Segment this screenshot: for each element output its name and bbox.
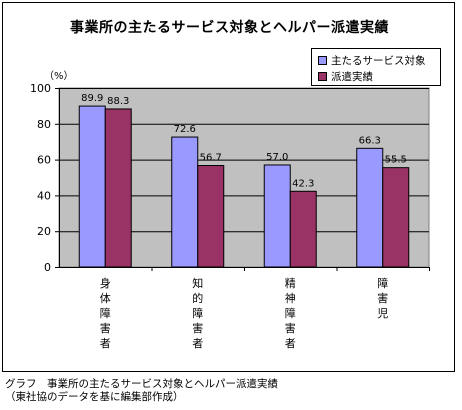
- y-tick-label: 0: [44, 261, 51, 274]
- category-label: 知的障害者: [192, 277, 204, 350]
- bar: [104, 108, 132, 268]
- legend-label-service-target: 主たるサービス対象: [331, 54, 426, 67]
- legend-swatch-dispatch-results: [318, 71, 327, 81]
- bar: [197, 165, 225, 268]
- data-label: 66.3: [359, 135, 381, 146]
- bar: [289, 190, 317, 268]
- data-label: 57.0: [266, 152, 288, 163]
- y-tick-label: 20: [37, 225, 51, 238]
- category-label: 精神障害者: [284, 277, 296, 350]
- category-label: 身体障害者: [99, 277, 111, 350]
- data-label: 42.3: [292, 178, 314, 189]
- caption-line-1: グラフ 事業所の主たるサービス対象とヘルパー派遣実績: [5, 378, 278, 390]
- y-tick-label: 100: [30, 82, 51, 95]
- chart-title: 事業所の主たるサービス対象とヘルパー派遣実績: [70, 20, 389, 36]
- legend-item-service-target: 主たるサービス対象: [318, 53, 426, 67]
- legend-label-dispatch-results: 派遣実績: [331, 70, 373, 83]
- bar: [382, 167, 410, 268]
- data-label: 88.3: [107, 96, 129, 107]
- bar: [263, 164, 291, 268]
- y-tick-label: 80: [37, 118, 51, 131]
- data-label: 55.5: [385, 155, 407, 166]
- y-axis-unit: （%）: [44, 71, 74, 82]
- chart-legend: 主たるサービス対象 派遣実績: [311, 48, 441, 86]
- data-label: 72.6: [174, 124, 196, 135]
- legend-item-dispatch-results: 派遣実績: [318, 69, 373, 83]
- category-label: 障害児: [377, 277, 389, 320]
- caption-line-2: （東社協のデータを基に編集部作成）: [5, 391, 184, 403]
- figure-caption: グラフ 事業所の主たるサービス対象とヘルパー派遣実績 （東社協のデータを基に編集…: [5, 378, 278, 404]
- bar: [78, 105, 106, 268]
- y-tick-label: 40: [37, 189, 51, 202]
- y-tick-label: 60: [37, 154, 51, 167]
- data-label: 56.7: [200, 153, 222, 164]
- bar: [171, 136, 199, 268]
- bar: [356, 147, 384, 268]
- data-label: 89.9: [81, 93, 103, 104]
- chart-plot: 0 20 40 60 80 100 89.9 88.3 72.6 56.7 57.0 42.3 66.3…: [30, 82, 430, 274]
- legend-swatch-service-target: [318, 55, 327, 65]
